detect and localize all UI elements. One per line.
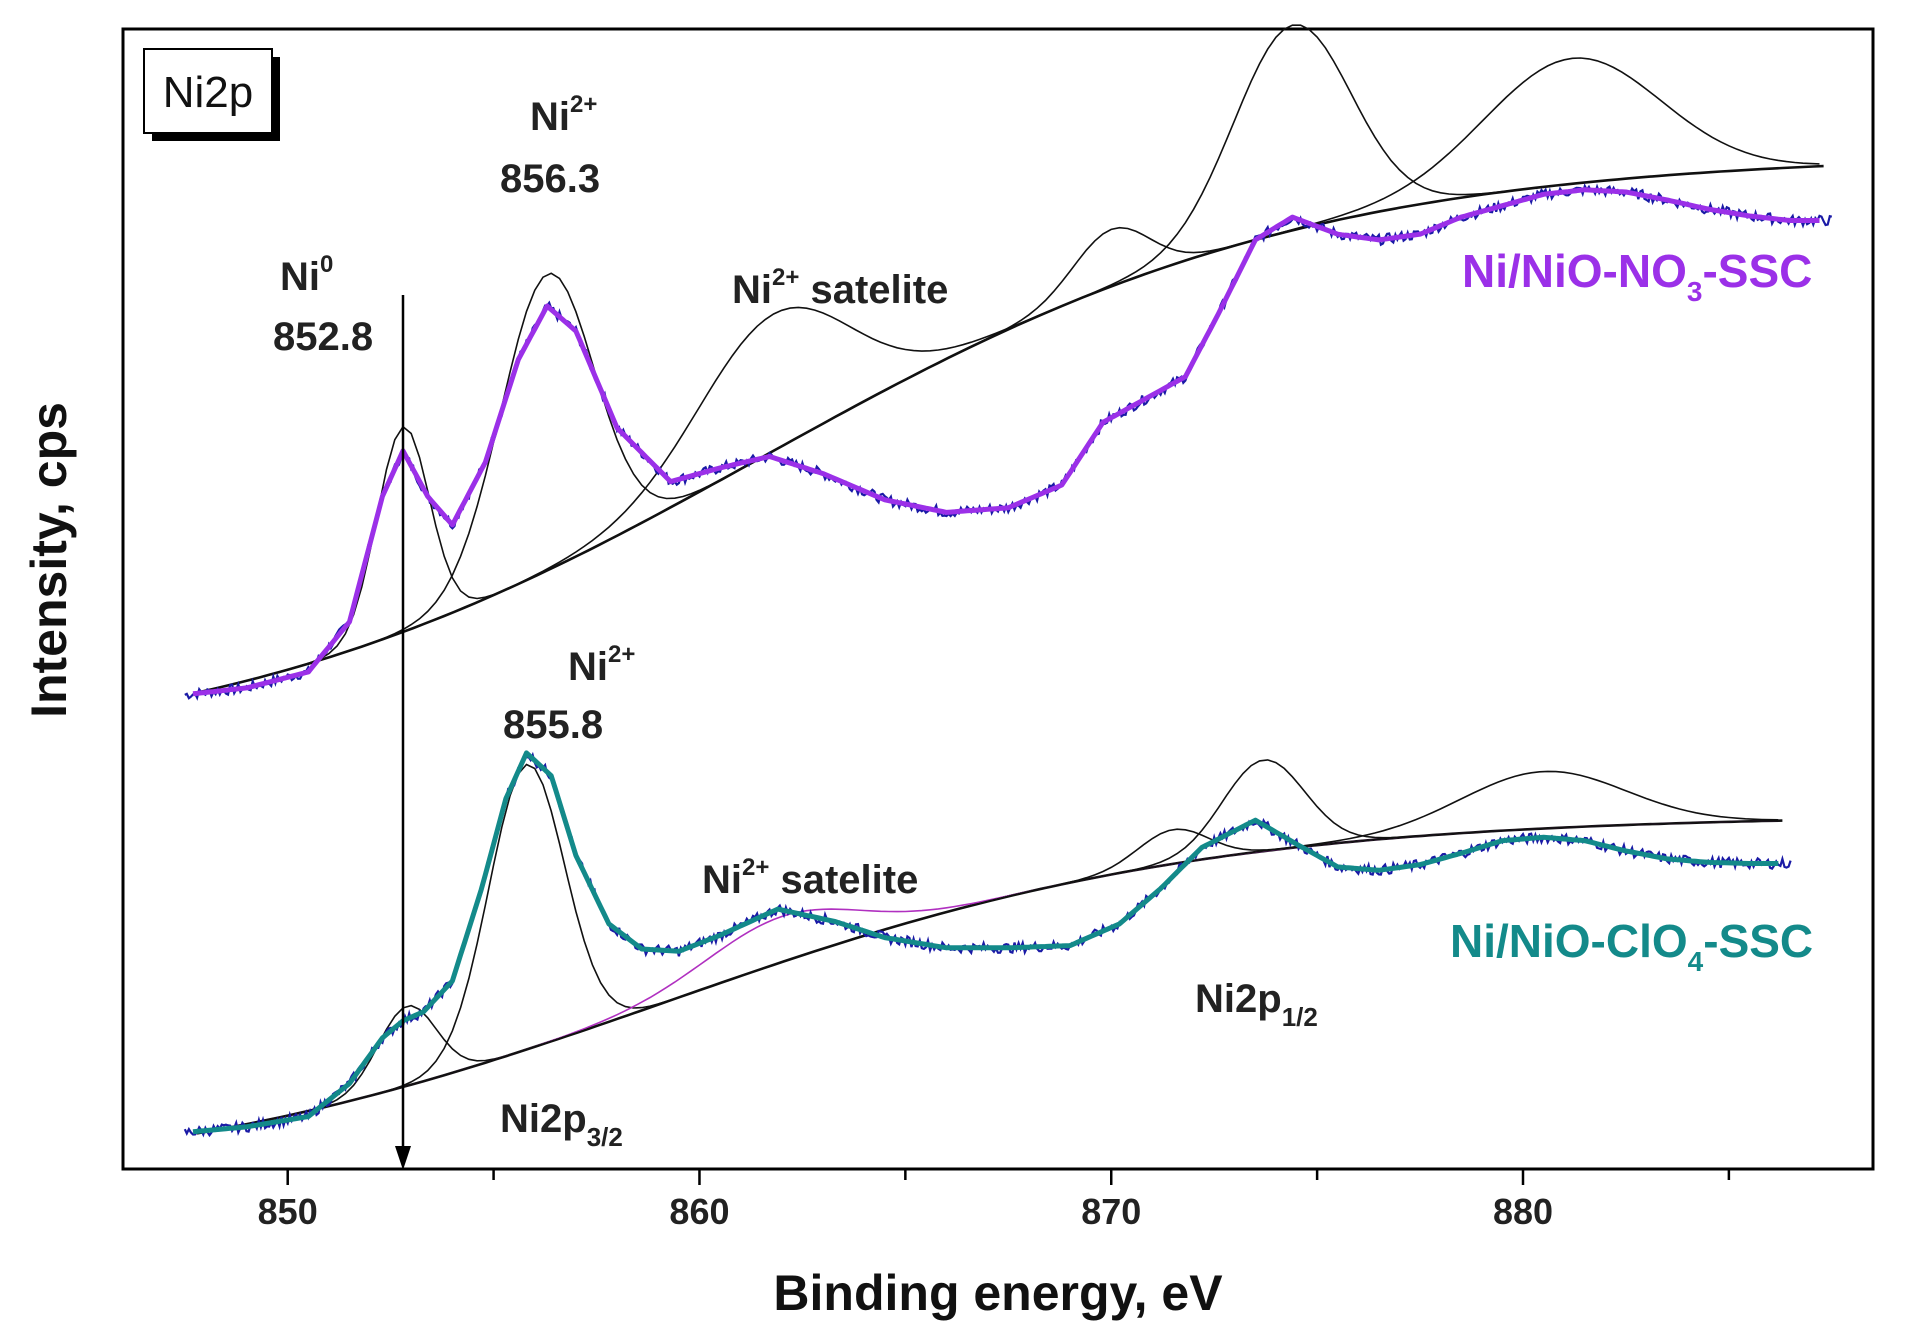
fit-component-top	[196, 24, 1820, 694]
x-axis-title: Binding energy, eV	[773, 1265, 1223, 1321]
panel-label: Ni2p	[163, 68, 254, 117]
annotation-ni0-value: 852.8	[273, 315, 373, 359]
plot-frame	[121, 27, 1875, 1171]
background-bottom	[196, 819, 1783, 1135]
annotation-ni2-top-value: 856.3	[500, 157, 600, 201]
annotation-ni2p32: Ni2p3/2	[500, 1097, 623, 1152]
spectra	[183, 183, 1833, 1138]
sample-label-clo4: Ni/NiO-ClO4-SSC	[1450, 915, 1813, 977]
reference-arrow	[395, 295, 411, 1170]
annotation-ni2p12: Ni2p1/2	[1195, 977, 1318, 1032]
x-tick-label: 860	[669, 1191, 729, 1232]
fit-component-bottom	[196, 819, 1779, 1135]
x-tick-label: 850	[258, 1191, 318, 1232]
fit-component-bottom	[196, 770, 1779, 1135]
x-tick-label: 870	[1081, 1191, 1141, 1232]
fit-component-top	[196, 57, 1820, 694]
annotation-ni0: Ni0	[280, 251, 333, 299]
x-tick-label: 880	[1493, 1191, 1553, 1232]
sample-label-no3: Ni/NiO-NO3-SSC	[1462, 245, 1812, 307]
envelope-1	[192, 750, 1779, 1135]
x-axis-ticks: 850 860 870 880	[258, 1169, 1731, 1232]
panel-label-box: Ni2p	[143, 48, 280, 141]
envelope-0	[192, 187, 1820, 697]
fit-components	[196, 24, 1824, 1135]
fit-component-bottom	[196, 819, 1779, 1135]
y-axis-title: Intensity, cps	[21, 402, 77, 718]
annotation-ni2-top: Ni2+	[530, 91, 597, 139]
annotation-satellite-top: Ni2+ satelite	[732, 264, 948, 312]
fit-component-bottom	[196, 819, 1779, 1135]
annotation-satellite-bottom: Ni2+ satelite	[702, 854, 918, 902]
annotation-ni2-bottom: Ni2+	[568, 641, 635, 689]
annotation-ni2-bottom-value: 855.8	[503, 703, 603, 747]
